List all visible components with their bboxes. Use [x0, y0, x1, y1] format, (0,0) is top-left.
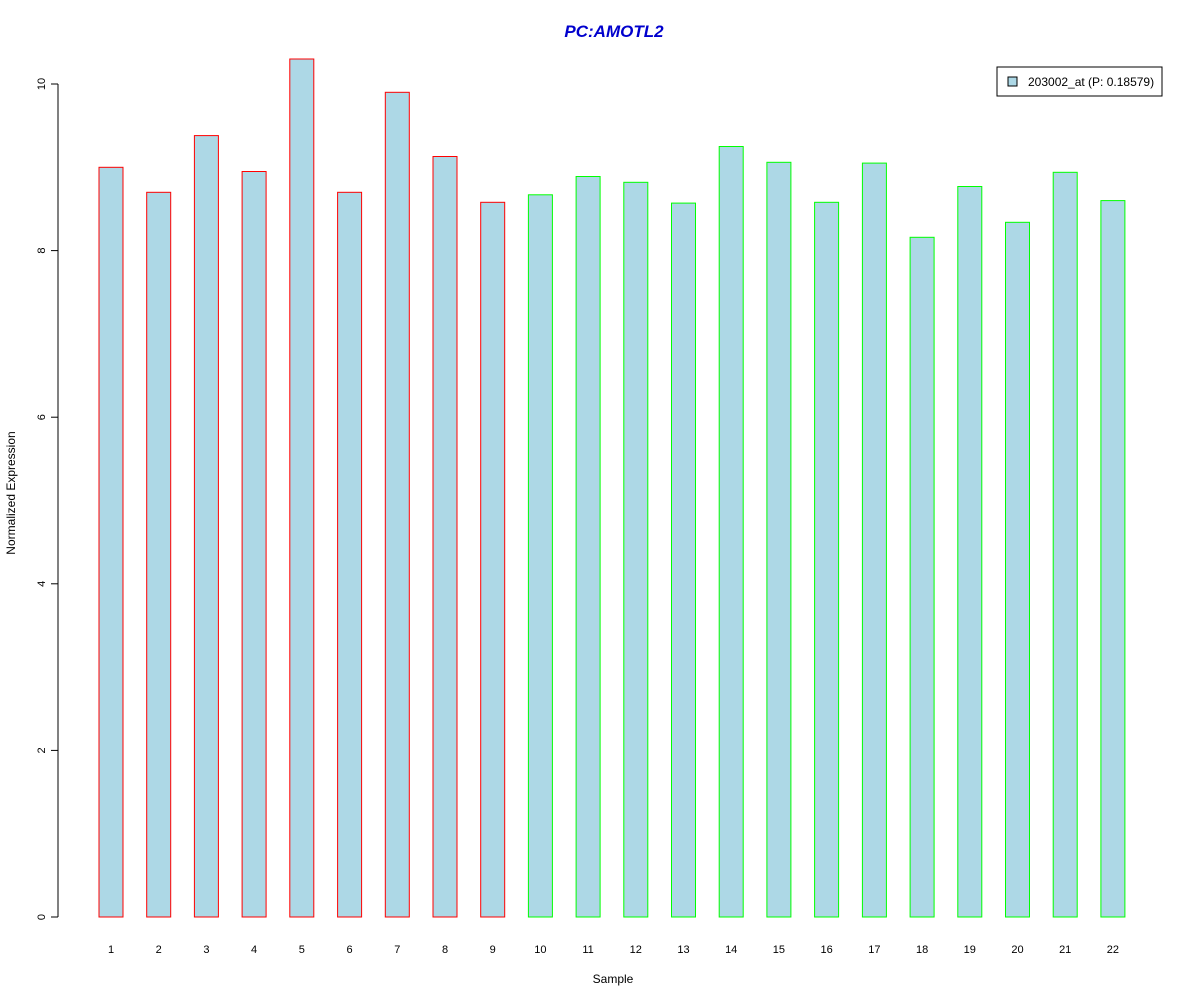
legend-swatch [1007, 76, 1018, 87]
bar-sample-15 [766, 161, 792, 918]
legend-label: 203002_at (P: 0.18579) [1028, 75, 1154, 89]
y-tick-label: 10 [36, 78, 48, 90]
x-tick-label: 6 [347, 944, 353, 956]
x-axis-title: Sample [593, 972, 634, 986]
x-tick-label: 17 [868, 944, 880, 956]
x-tick-label: 12 [630, 944, 642, 956]
y-ticks: 0 2 4 6 8 10 [36, 78, 58, 920]
x-tick-label: 10 [534, 944, 546, 956]
bar-sample-2 [146, 191, 172, 918]
x-tick-label: 18 [916, 944, 928, 956]
bar-sample-3 [193, 135, 219, 918]
x-tick-label: 4 [251, 944, 257, 956]
y-tick-label: 0 [36, 914, 48, 920]
x-tick-label: 3 [203, 944, 209, 956]
x-tick-label: 22 [1107, 944, 1119, 956]
bar-sample-16 [814, 201, 840, 918]
x-tick-label: 9 [490, 944, 496, 956]
y-tick-label: 2 [36, 747, 48, 753]
x-tick-label: 2 [156, 944, 162, 956]
y-tick-label: 4 [36, 581, 48, 587]
x-tick-label: 7 [394, 944, 400, 956]
bar-sample-17 [861, 162, 887, 918]
y-tick-label: 8 [36, 248, 48, 254]
bar-sample-13 [671, 202, 696, 918]
bar-sample-10 [527, 194, 553, 918]
x-tick-label: 13 [677, 944, 689, 956]
x-tick-label: 20 [1011, 944, 1023, 956]
bar-sample-6 [337, 191, 363, 918]
x-tick-label: 14 [725, 944, 737, 956]
x-tick-labels: 1 2 3 4 5 6 7 8 9 10 11 12 13 14 15 16 17 18 19 20 21 22 [108, 944, 1119, 956]
bar-sample-19 [957, 186, 983, 918]
x-tick-label: 16 [820, 944, 832, 956]
bar-sample-21 [1052, 171, 1078, 918]
x-tick-label: 11 [582, 944, 593, 956]
bar-sample-18 [909, 236, 935, 918]
bar-sample-4 [241, 171, 267, 918]
bar-sample-20 [1005, 221, 1030, 918]
x-tick-label: 1 [108, 944, 114, 956]
bar-sample-9 [480, 201, 506, 918]
bars [98, 58, 1126, 918]
legend-box [996, 66, 1163, 97]
bar-sample-22 [1100, 200, 1126, 918]
chart-title: PC:AMOTL2 [564, 22, 664, 41]
bar-sample-8 [432, 156, 458, 918]
x-tick-label: 15 [773, 944, 785, 956]
x-tick-label: 8 [442, 944, 448, 956]
bar-sample-5 [289, 58, 315, 918]
x-tick-label: 21 [1059, 944, 1071, 956]
bar-sample-14 [718, 146, 744, 918]
bar-sample-11 [575, 176, 601, 918]
bar-sample-1 [98, 166, 124, 918]
y-axis-title: Normalized Expression [4, 431, 18, 554]
x-tick-label: 19 [964, 944, 976, 956]
y-tick-label: 6 [36, 414, 48, 420]
bar-sample-12 [623, 181, 649, 918]
x-tick-label: 5 [299, 944, 305, 956]
legend: 203002_at (P: 0.18579) [996, 66, 1163, 97]
bar-sample-7 [384, 91, 410, 918]
